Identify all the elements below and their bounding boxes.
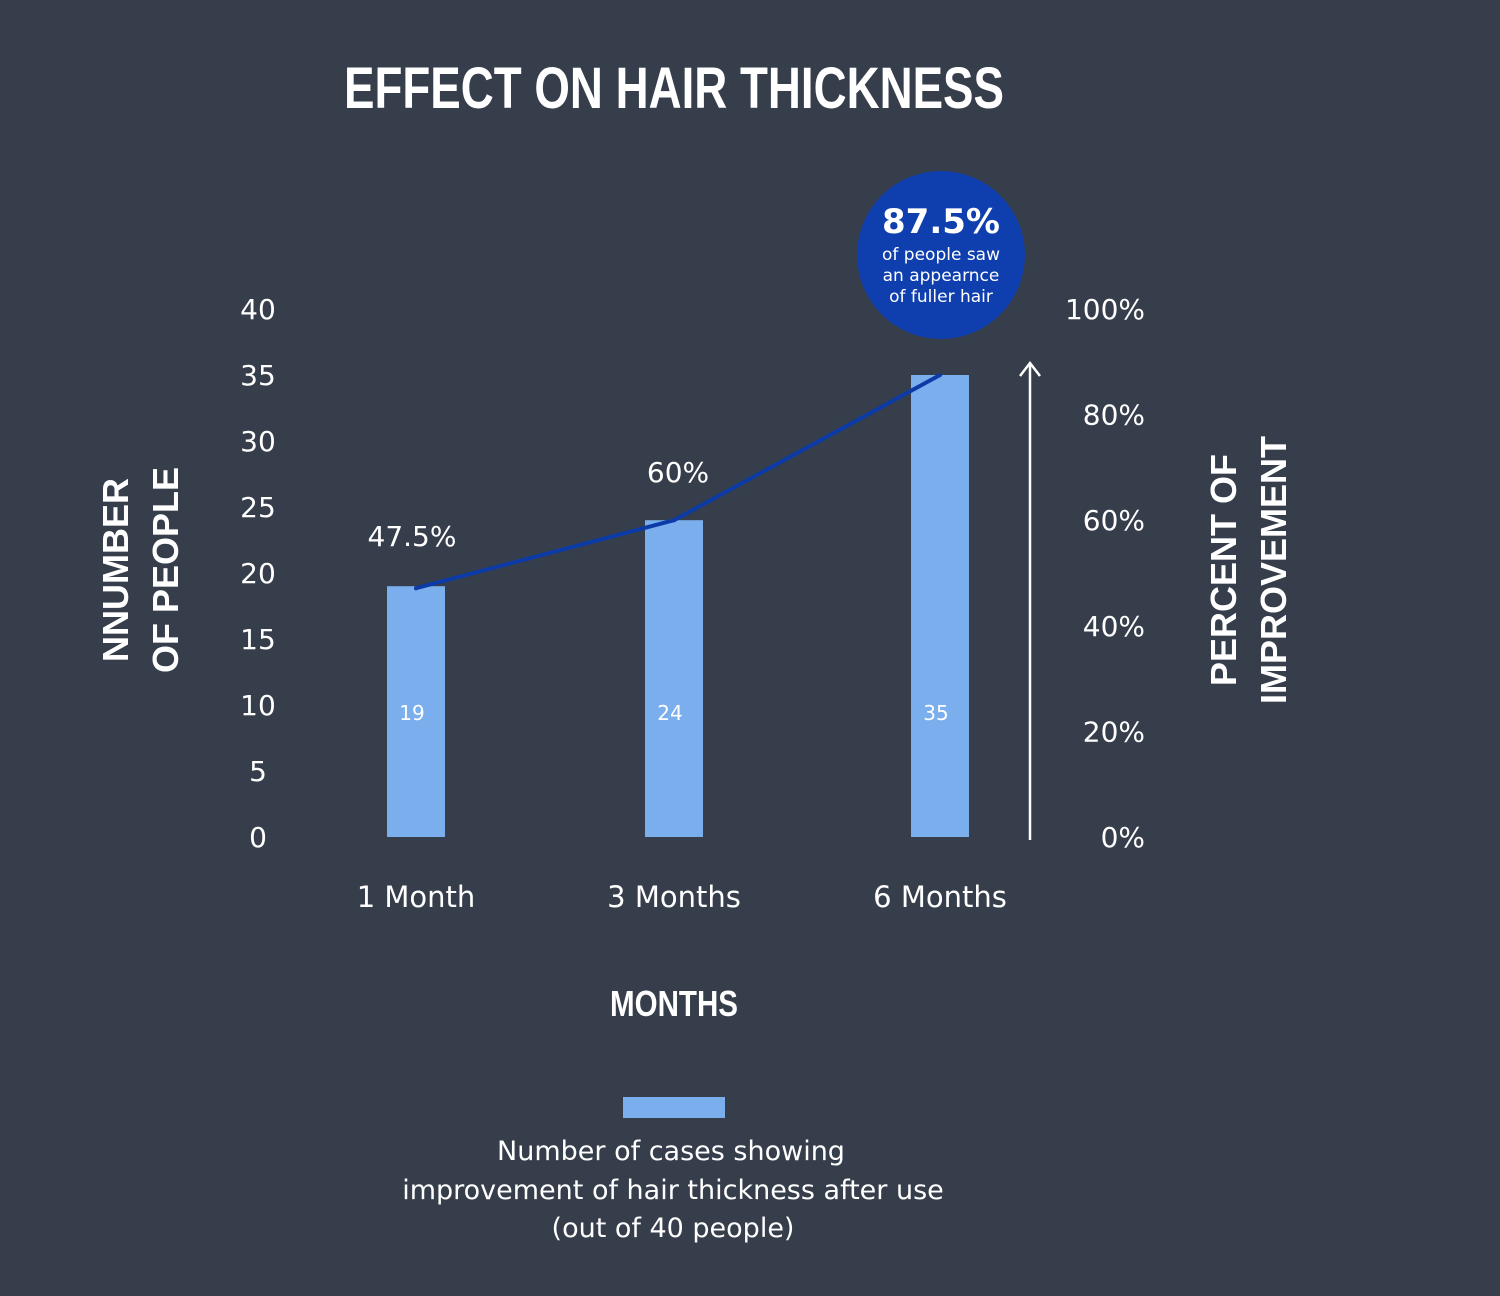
y2-tick-label: 0% [1101, 821, 1145, 854]
percent-point-label: 47.5% [368, 520, 457, 553]
x-tick-label: 6 Months [873, 880, 1007, 914]
y-axis-title: NNUMBER OF PEOPLE [95, 467, 186, 673]
percent-line-series: 47.5% 60% [368, 373, 942, 591]
y-tick-label: 0 [249, 821, 267, 854]
bar [645, 520, 703, 837]
chart-title: EFFECT ON HAIR THICKNESS [344, 56, 1004, 121]
y-tick-label: 20 [240, 557, 276, 590]
y-tick-label: 10 [240, 689, 276, 722]
y2-tick-label: 100% [1065, 293, 1145, 326]
legend-swatch [623, 1097, 725, 1118]
y-axis-title-line-1: NNUMBER [95, 478, 136, 662]
percent-point [672, 518, 676, 523]
y2-tick-label: 60% [1083, 504, 1145, 537]
legend-line-2: improvement of hair thickness after use [402, 1175, 944, 1206]
y-tick-label: 5 [249, 755, 267, 788]
bar-value-label: 35 [923, 701, 948, 725]
y2-tick-label: 20% [1083, 715, 1145, 748]
improvement-arrow [1019, 360, 1041, 840]
callout-line-2: an appearnce [883, 266, 1000, 286]
bar [387, 586, 445, 837]
y2-axis-title-line-1: PERCENT OF [1203, 454, 1244, 686]
y-tick-label: 30 [240, 425, 276, 458]
x-axis-ticks: 1 Month 3 Months 6 Months [357, 880, 1007, 914]
y-axis-ticks: 0 5 10 15 20 25 30 35 40 [240, 293, 276, 854]
x-tick-label: 1 Month [357, 880, 476, 914]
arrow-head-icon [1019, 360, 1041, 377]
bar-value-label: 19 [399, 701, 424, 725]
y2-tick-label: 80% [1083, 399, 1145, 432]
legend-line-1: Number of cases showing [497, 1136, 845, 1167]
y2-tick-label: 40% [1083, 610, 1145, 643]
callout-line-3: of fuller hair [889, 287, 993, 307]
y-tick-label: 25 [240, 491, 276, 524]
x-axis-title: MONTHS [610, 983, 738, 1024]
y-tick-label: 40 [240, 293, 276, 326]
x-tick-label: 3 Months [607, 880, 741, 914]
y2-axis-title: PERCENT OF IMPROVEMENT [1203, 436, 1294, 704]
legend: Number of cases showing improvement of h… [402, 1097, 944, 1244]
percent-point [414, 586, 418, 591]
callout-line-1: of people saw [882, 245, 1000, 265]
y-tick-label: 15 [240, 623, 276, 656]
y-axis-title-line-2: OF PEOPLE [145, 467, 186, 673]
legend-line-3: (out of 40 people) [552, 1213, 795, 1244]
y2-axis-title-line-2: IMPROVEMENT [1253, 436, 1294, 704]
callout-badge: 87.5% of people saw an appearnce of full… [857, 171, 1025, 339]
percent-point-label: 60% [647, 456, 709, 489]
bar-value-label: 24 [657, 701, 682, 725]
bar [911, 375, 969, 837]
callout-circle [857, 171, 1025, 339]
y-tick-label: 35 [240, 359, 276, 392]
callout-value: 87.5% [882, 202, 1000, 242]
y2-axis-ticks: 0% 20% 40% 60% 80% 100% [1065, 293, 1145, 854]
percent-point [938, 373, 942, 377]
bars: 19 24 35 [387, 375, 969, 837]
